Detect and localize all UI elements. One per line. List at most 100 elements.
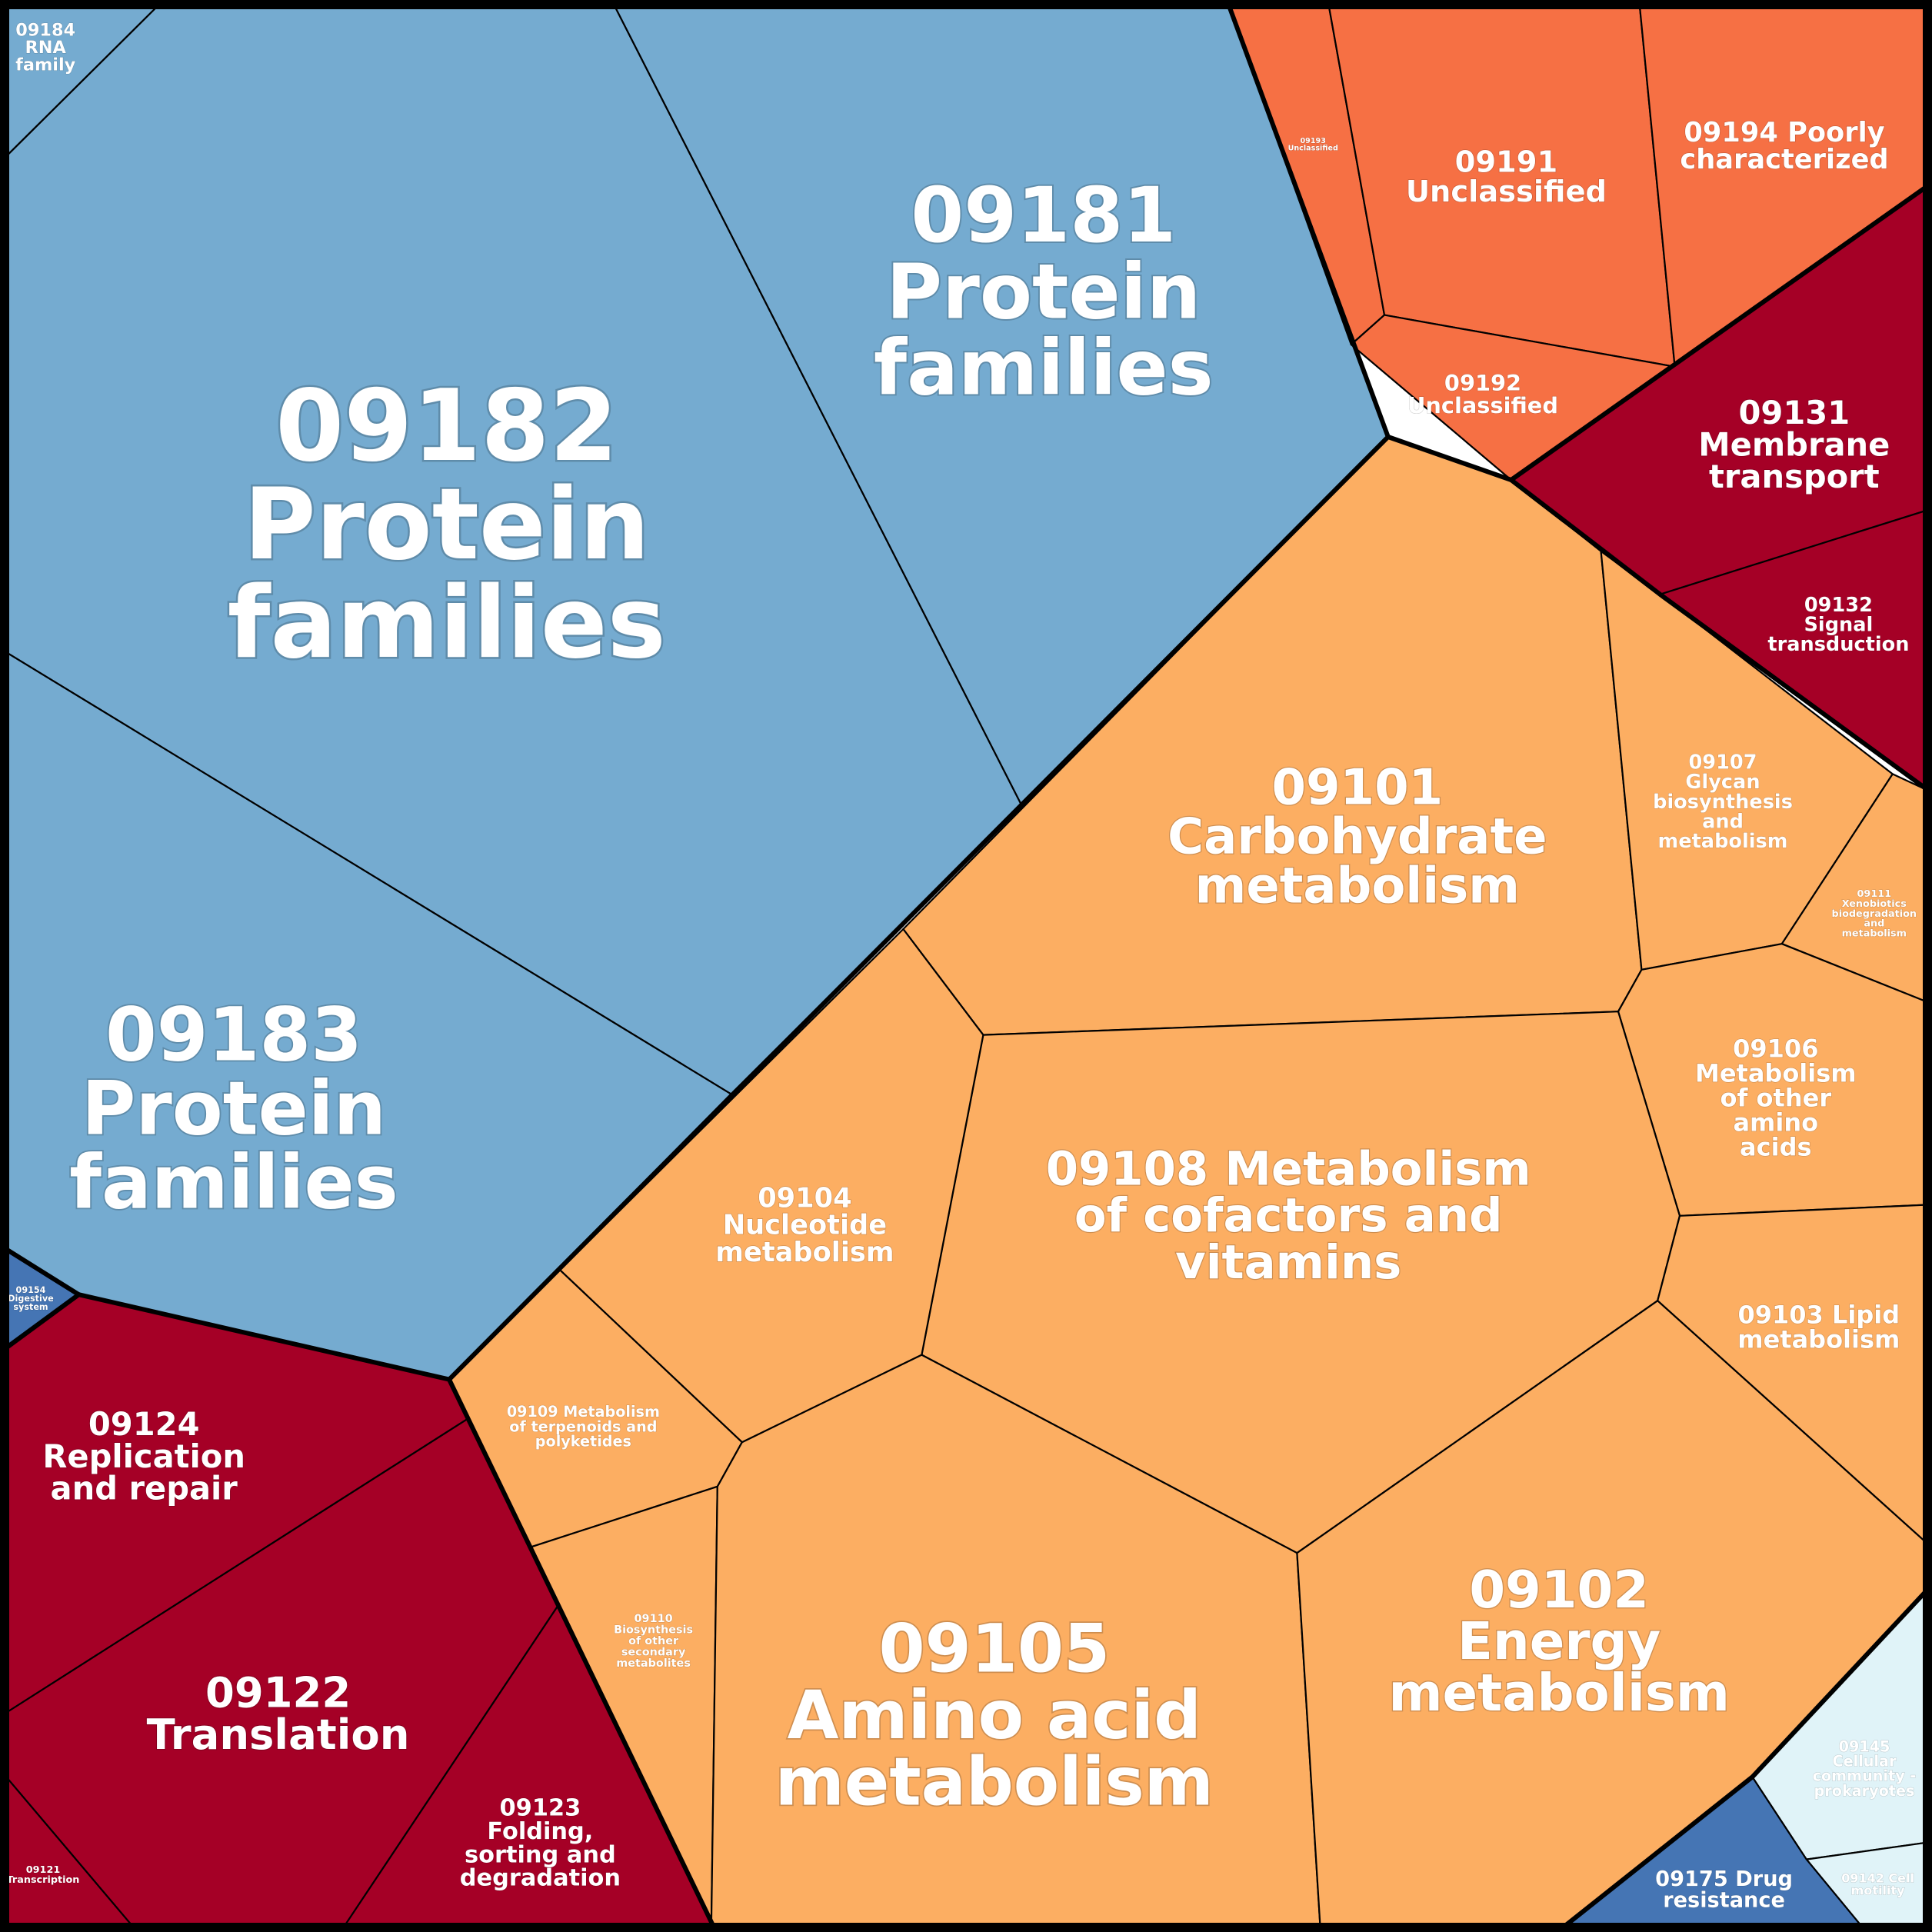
label-09102-line-0: 09102 [1469, 1560, 1649, 1620]
label-09107-line-0: 09107 [1688, 751, 1757, 774]
label-09111-line-4: metabolism [1842, 928, 1907, 939]
label-09123-line-0: 09123 [500, 1795, 581, 1822]
label-09108-line-1: of cofactors and [1074, 1189, 1503, 1243]
label-09193: 09193 Unclassified [1288, 137, 1338, 153]
label-09181-line-2: families [874, 325, 1214, 413]
label-09181-line-0: 09181 [911, 172, 1176, 260]
label-09182: 09182 Protein families [228, 369, 666, 681]
label-09107-line-1: Glycan [1685, 771, 1760, 794]
label-09105: 09105 Amino acid metabolism [775, 1611, 1214, 1821]
label-09182-line-1: Protein [244, 468, 650, 582]
label-09106: 09106 Metabolism of other amino acids [1695, 1034, 1857, 1162]
label-09111-line-1: Xenobiotics [1842, 898, 1907, 910]
label-09106-line-4: acids [1740, 1133, 1811, 1162]
group-border-4 [0, 1243, 82, 1355]
label-09122: 09122 Translation [147, 1669, 410, 1759]
label-09104: 09104 Nucleotide metabolism [715, 1183, 894, 1268]
group-border-2 [1508, 478, 1932, 794]
label-09193-line-1: Unclassified [1288, 145, 1338, 153]
label-09192: 09192 Unclassified [1407, 370, 1558, 418]
label-09121-line-0: 09121 [26, 1864, 61, 1876]
label-09101-line-1: Carbohydrate [1168, 808, 1547, 865]
label-09122-line-1: Translation [147, 1710, 410, 1759]
label-09154-line-1: Digestive [8, 1294, 54, 1304]
label-09106-line-1: Metabolism [1695, 1059, 1857, 1088]
label-09132-line-2: transduction [1767, 633, 1909, 656]
label-09145-line-1: Cellular [1833, 1753, 1897, 1770]
label-09184-line-1: RNA [25, 38, 67, 58]
label-09124: 09124 Replication and repair [42, 1405, 245, 1507]
label-09154-line-2: system [13, 1302, 48, 1312]
label-09124-line-1: Replication [42, 1437, 245, 1475]
label-09111-line-3: and [1864, 918, 1884, 930]
label-09111-line-2: biodegradation [1832, 908, 1917, 920]
label-09193-line-0: 09193 [1301, 137, 1326, 145]
label-09106-line-2: of other [1720, 1084, 1832, 1113]
label-09108-line-2: vitamins [1175, 1236, 1401, 1290]
label-09132-line-0: 09132 [1804, 594, 1873, 617]
label-09175-line-0: 09175 Drug [1655, 1867, 1793, 1891]
label-09183-line-2: families [69, 1140, 398, 1226]
label-09191-line-1: Unclassified [1406, 175, 1607, 209]
label-09154-line-0: 09154 [16, 1285, 46, 1295]
group-border-3 [76, 1292, 451, 1382]
cell-09184[interactable] [0, 0, 165, 164]
label-09145-line-0: 09145 [1839, 1737, 1890, 1755]
label-09111-line-0: 09111 [1857, 888, 1892, 900]
label-09121: 09121 Transcription [7, 1864, 80, 1886]
label-09105-line-0: 09105 [879, 1611, 1111, 1688]
label-09191: 09191 Unclassified [1406, 145, 1607, 208]
label-09131: 09131 Membrane transport [1698, 394, 1890, 495]
label-09110-line-3: secondary [621, 1646, 686, 1658]
label-09110-line-1: Biosynthesis [614, 1624, 693, 1637]
label-09192-line-1: Unclassified [1407, 392, 1558, 418]
label-09182-line-0: 09182 [275, 369, 618, 484]
group-border-0 [447, 0, 1391, 1932]
label-09145-line-3: prokaryotes [1814, 1782, 1915, 1800]
label-09184-line-2: family [15, 55, 76, 75]
label-09102-line-2: metabolism [1389, 1663, 1730, 1723]
label-09103-line-0: 09103 Lipid [1737, 1300, 1900, 1329]
label-09145: 09145 Cellular community -prokaryotes [1813, 1737, 1917, 1800]
label-09107-line-4: metabolism [1658, 830, 1788, 853]
label-09107: 09107 Glycan biosynthesis and metabolism [1653, 751, 1793, 853]
label-09181-line-1: Protein [886, 248, 1201, 336]
label-09131-line-2: transport [1709, 458, 1880, 495]
label-09105-line-1: Amino acid [788, 1677, 1201, 1754]
label-09194-line-0: 09194 Poorly [1684, 117, 1884, 148]
label-09107-line-2: biosynthesis [1653, 791, 1793, 814]
label-09102: 09102 Energy metabolism [1389, 1560, 1730, 1723]
label-09110-line-2: of other [628, 1635, 679, 1647]
label-09107-line-3: and [1702, 810, 1744, 833]
label-09175: 09175 Drug resistance [1655, 1867, 1793, 1912]
label-09104-line-0: 09104 [758, 1183, 851, 1214]
label-09101-line-0: 09101 [1271, 759, 1443, 816]
label-09104-line-2: metabolism [715, 1237, 894, 1268]
label-09183-line-0: 09183 [105, 992, 362, 1078]
label-09191-line-0: 09191 [1455, 145, 1558, 179]
label-09154: 09154 Digestive system [8, 1285, 54, 1312]
label-09106-line-0: 09106 [1733, 1034, 1818, 1064]
label-09109-line-2: polyketides [535, 1433, 631, 1451]
label-09123: 09123 Folding, sorting and degradation [460, 1795, 621, 1892]
label-09182-line-2: families [228, 566, 666, 681]
label-09184-line-0: 09184 [15, 21, 75, 41]
label-09123-line-1: Folding, [487, 1818, 593, 1845]
label-09111: 09111 Xenobiotics biodegradation and metabol… [1832, 888, 1917, 939]
label-09109-line-1: of terpenoids and [509, 1417, 657, 1435]
label-09192-line-0: 09192 [1444, 370, 1521, 396]
label-09101-line-2: metabolism [1195, 858, 1520, 914]
label-09101: 09101 Carbohydrate metabolism [1168, 759, 1547, 914]
label-09108: 09108 Metabolism of cofactors and vitamins [1046, 1142, 1531, 1290]
label-09123-line-2: sorting and [465, 1841, 616, 1868]
label-09131-line-0: 09131 [1738, 394, 1850, 431]
label-09122-line-0: 09122 [205, 1669, 351, 1717]
label-09106-line-3: amino [1733, 1108, 1818, 1138]
label-09104-line-1: Nucleotide [723, 1210, 887, 1241]
label-09121-line-1: Transcription [7, 1874, 80, 1886]
